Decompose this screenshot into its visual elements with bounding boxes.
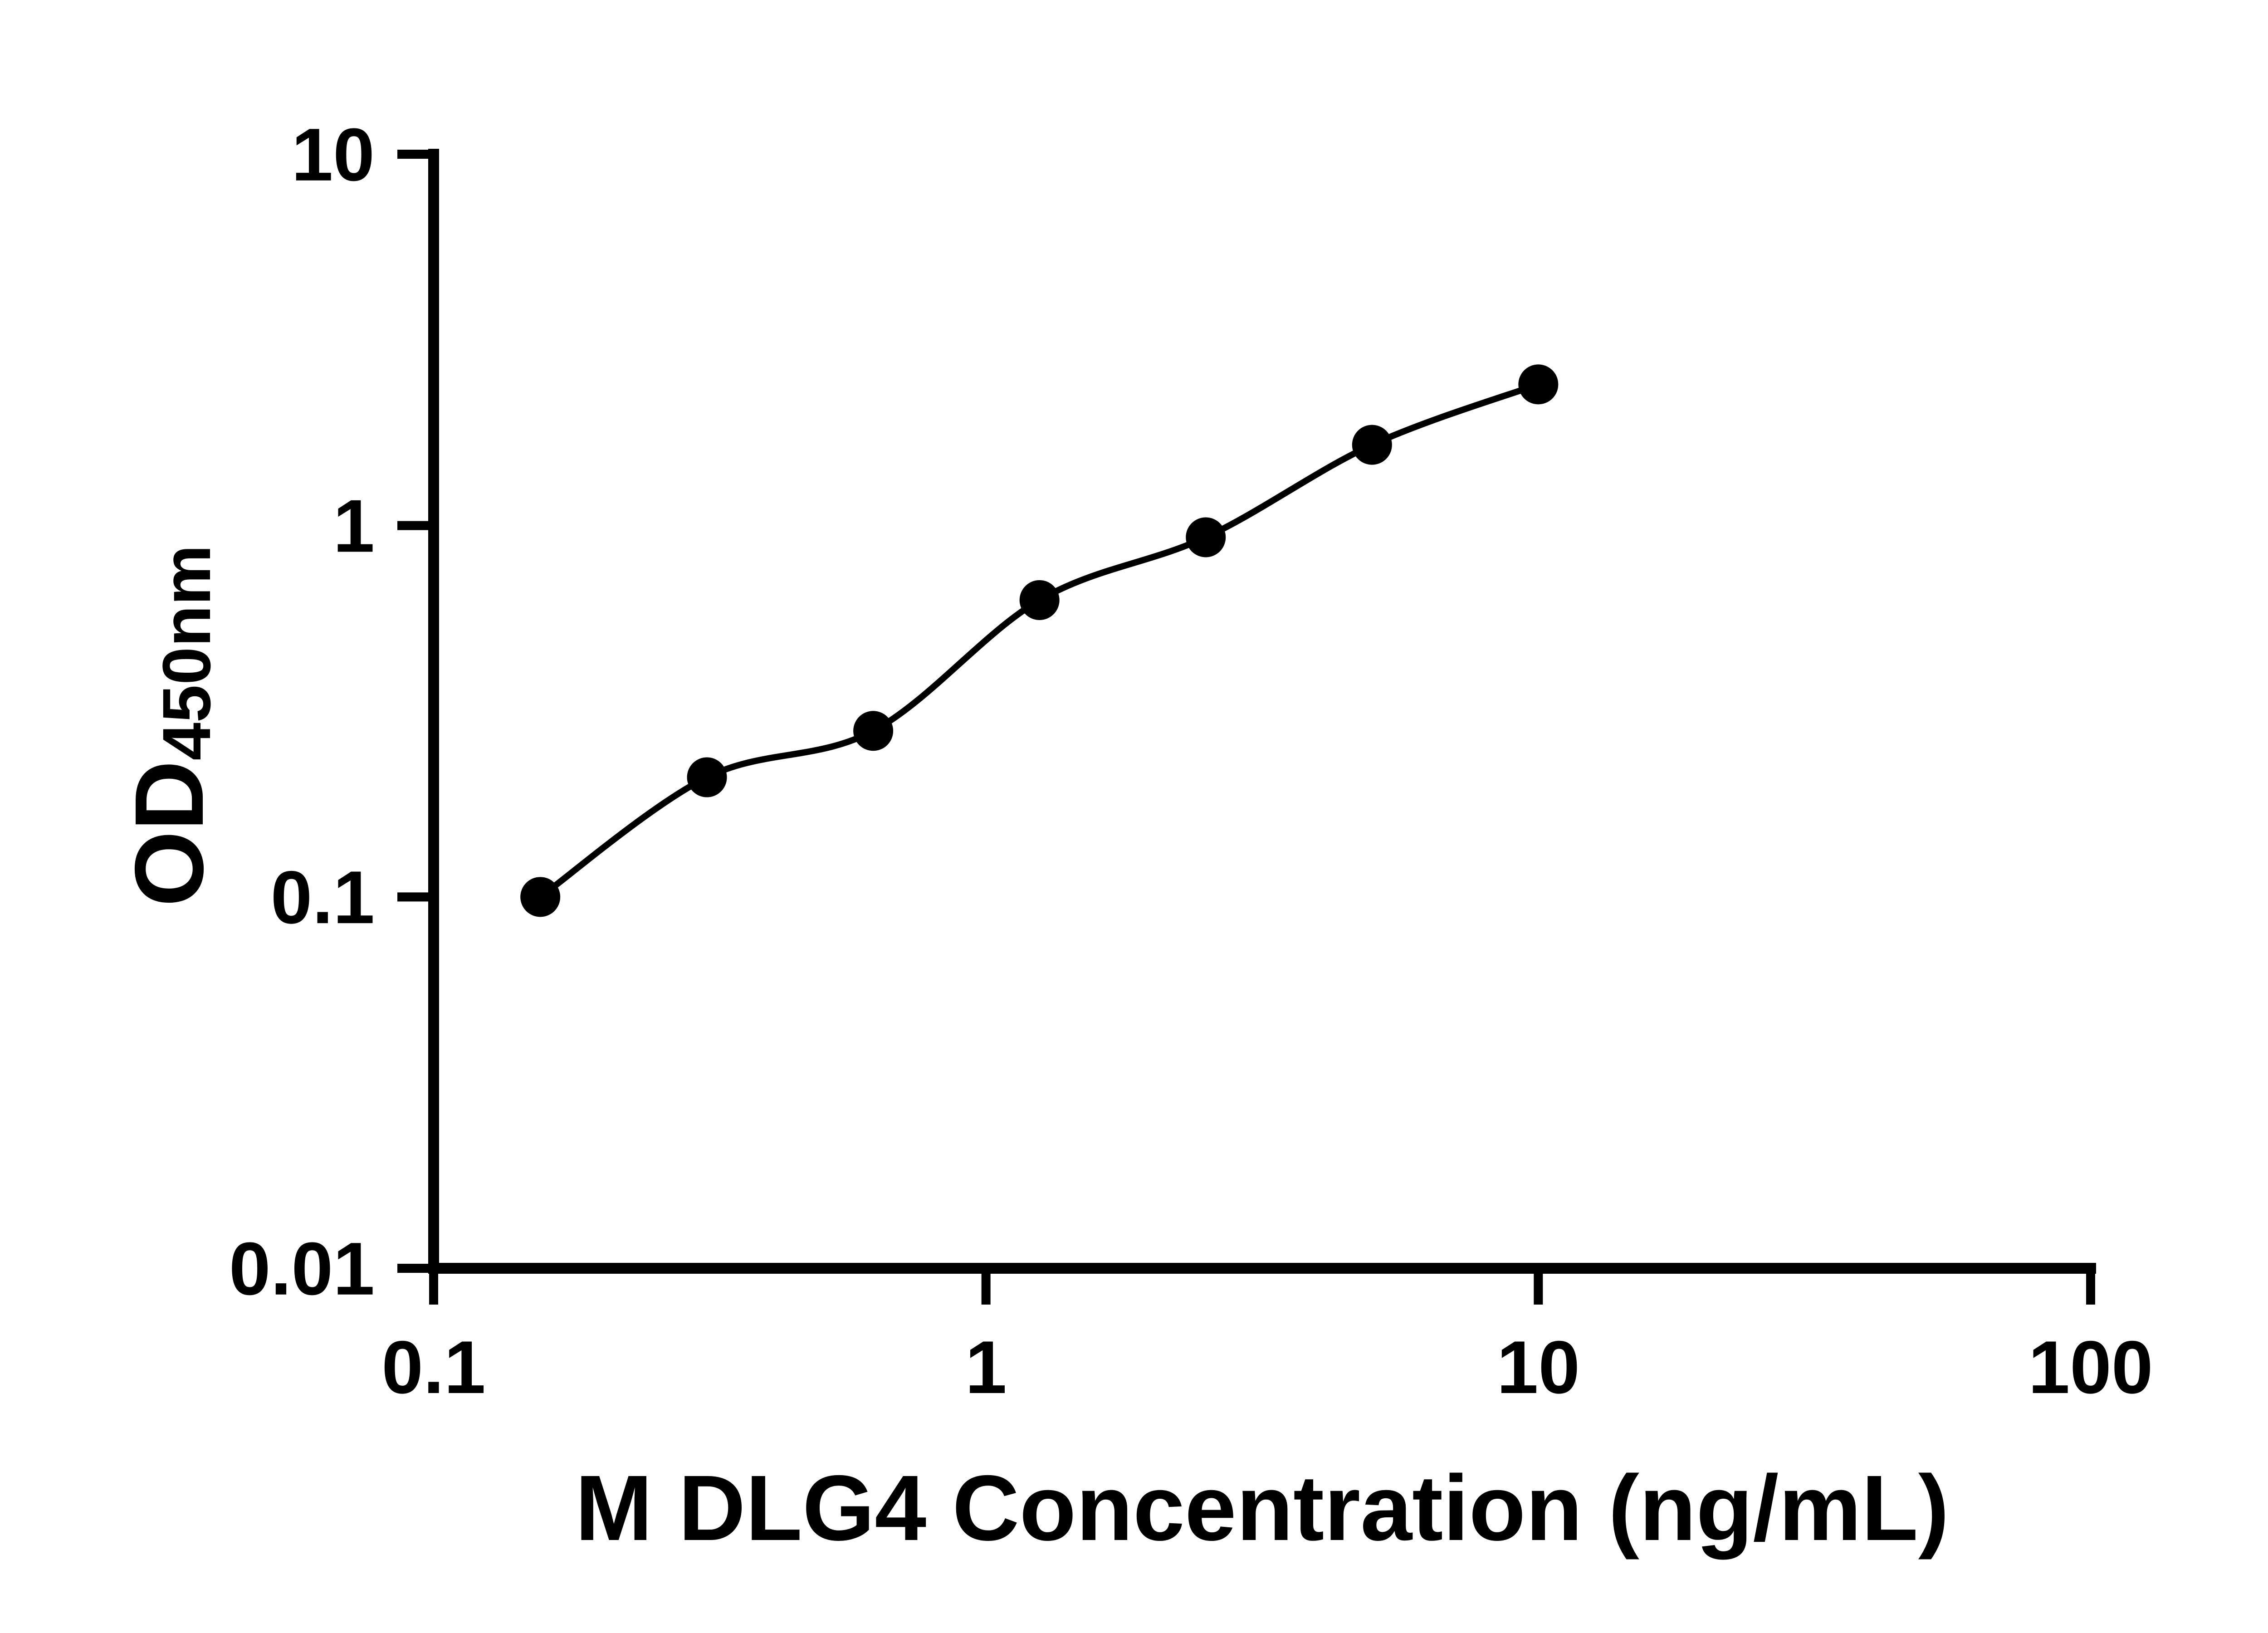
fit-curve xyxy=(538,381,1540,900)
y-axis-title-main: OD xyxy=(114,760,224,907)
x-tick-label: 100 xyxy=(2028,1325,2153,1409)
data-point xyxy=(1019,580,1060,620)
data-point xyxy=(1518,364,1559,405)
data-point xyxy=(520,877,561,917)
x-tick-label: 10 xyxy=(1497,1325,1580,1409)
y-tick-label: 0.1 xyxy=(271,856,375,939)
y-axis-title-subscript: 450nm xyxy=(148,545,225,761)
x-tick-label: 1 xyxy=(965,1325,1007,1409)
axis-spine xyxy=(428,149,2096,1274)
data-point xyxy=(1352,425,1392,465)
x-tick-label: 0.1 xyxy=(381,1325,485,1409)
data-point xyxy=(853,711,894,751)
y-tick-label: 1 xyxy=(333,484,375,567)
data-point xyxy=(687,757,727,797)
y-tick-label: 0.01 xyxy=(229,1227,375,1310)
data-point xyxy=(1186,517,1226,557)
x-axis-title: M DLG4 Concentration (ng/mL) xyxy=(575,1456,1950,1560)
y-axis-title: OD 450nm xyxy=(82,408,225,1043)
y-tick-label: 10 xyxy=(291,113,375,196)
